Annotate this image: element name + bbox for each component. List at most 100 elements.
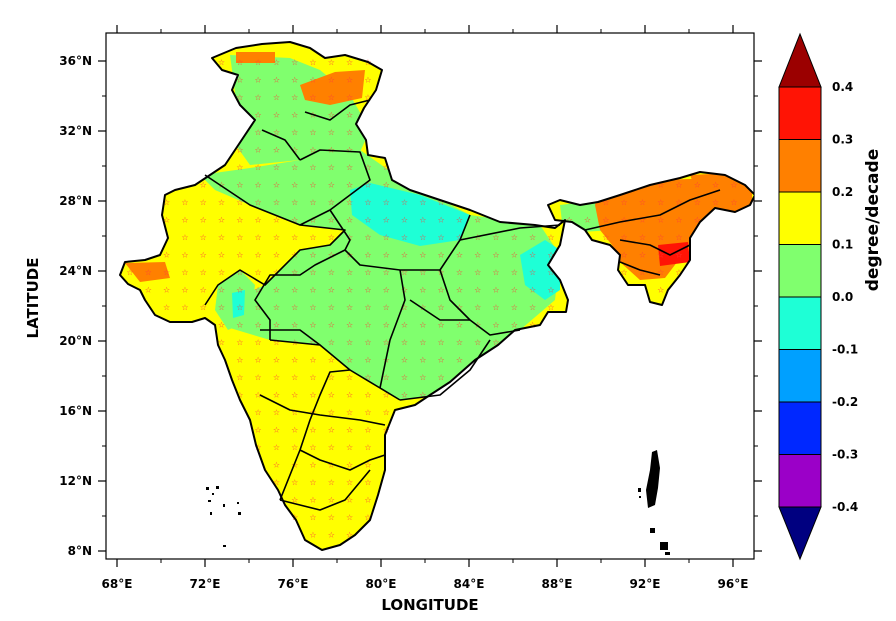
significance-star: ☆ [401, 391, 408, 400]
significance-star: ☆ [383, 198, 390, 207]
significance-star: ☆ [218, 303, 225, 312]
significance-star: ☆ [255, 58, 262, 67]
significance-star: ☆ [346, 111, 353, 120]
significance-star: ☆ [364, 496, 371, 505]
significance-star: ☆ [346, 513, 353, 522]
significance-star: ☆ [236, 76, 243, 85]
significance-star: ☆ [181, 268, 188, 277]
significance-star: ☆ [273, 391, 280, 400]
significance-star: ☆ [328, 443, 335, 452]
significance-star: ☆ [309, 461, 316, 470]
significance-star: ☆ [163, 216, 170, 225]
colorbar-swatch [778, 296, 822, 350]
significance-star: ☆ [236, 338, 243, 347]
significance-star: ☆ [346, 286, 353, 295]
significance-star: ☆ [694, 216, 701, 225]
significance-star: ☆ [383, 321, 390, 330]
significance-star: ☆ [291, 163, 298, 172]
significance-star: ☆ [328, 268, 335, 277]
significance-star: ☆ [218, 338, 225, 347]
significance-star: ☆ [401, 233, 408, 242]
significance-star: ☆ [492, 268, 499, 277]
significance-star: ☆ [309, 181, 316, 190]
significance-star: ☆ [401, 373, 408, 382]
significance-star: ☆ [309, 373, 316, 382]
significance-star: ☆ [255, 251, 262, 260]
significance-star: ☆ [328, 128, 335, 137]
significance-star: ☆ [602, 198, 609, 207]
significance-star: ☆ [255, 146, 262, 155]
significance-star: ☆ [328, 461, 335, 470]
significance-star: ☆ [474, 268, 481, 277]
colorbar-tick-label: 0.1 [832, 238, 853, 252]
significance-star: ☆ [621, 216, 628, 225]
significance-star: ☆ [346, 146, 353, 155]
significance-star: ☆ [364, 338, 371, 347]
significance-star: ☆ [456, 251, 463, 260]
significance-star: ☆ [675, 268, 682, 277]
significance-star: ☆ [255, 233, 262, 242]
significance-star: ☆ [383, 286, 390, 295]
significance-star: ☆ [328, 286, 335, 295]
significance-star: ☆ [419, 391, 426, 400]
significance-star: ☆ [328, 251, 335, 260]
significance-star: ☆ [291, 443, 298, 452]
significance-star: ☆ [236, 268, 243, 277]
significance-star: ☆ [456, 268, 463, 277]
x-tick-label: 96°E [718, 577, 749, 591]
significance-star: ☆ [328, 321, 335, 330]
significance-star: ☆ [273, 478, 280, 487]
significance-star: ☆ [309, 128, 316, 137]
significance-star: ☆ [438, 233, 445, 242]
significance-star: ☆ [438, 356, 445, 365]
state-boundaries [204, 99, 721, 511]
colorbar: 0.4 0.3 0.2 0.1 0.0 -0.1 -0.2 -0.3 -0.4 [778, 32, 858, 561]
significance-star: ☆ [401, 286, 408, 295]
significance-star: ☆ [309, 478, 316, 487]
significance-star: ☆ [126, 268, 133, 277]
field-orange-ne [595, 178, 752, 280]
significance-star: ☆ [383, 408, 390, 417]
significance-star: ☆ [547, 303, 554, 312]
significance-star: ☆ [236, 321, 243, 330]
significance-star: ☆ [200, 198, 207, 207]
significance-star: ☆ [639, 198, 646, 207]
significance-star: ☆ [511, 233, 518, 242]
y-tick-label: 20°N [59, 334, 92, 348]
significance-star: ☆ [474, 303, 481, 312]
significance-star: ☆ [438, 321, 445, 330]
significance-star: ☆ [328, 216, 335, 225]
significance-star: ☆ [529, 286, 536, 295]
significance-star: ☆ [328, 513, 335, 522]
significance-star: ☆ [364, 443, 371, 452]
significance-star: ☆ [236, 93, 243, 102]
significance-star: ☆ [236, 163, 243, 172]
significance-star: ☆ [328, 496, 335, 505]
significance-star: ☆ [730, 198, 737, 207]
field-cyan-gujarat [232, 290, 245, 318]
y-tick-label: 24°N [59, 264, 92, 278]
significance-star: ☆ [328, 111, 335, 120]
significance-star: ☆ [566, 216, 573, 225]
significance-star: ☆ [145, 286, 152, 295]
significance-star: ☆ [492, 321, 499, 330]
significance-star: ☆ [675, 216, 682, 225]
significance-star: ☆ [364, 76, 371, 85]
significance-star: ☆ [346, 181, 353, 190]
significance-star: ☆ [419, 216, 426, 225]
significance-star: ☆ [364, 216, 371, 225]
significance-star: ☆ [255, 408, 262, 417]
significance-star: ☆ [291, 426, 298, 435]
significance-star: ☆ [181, 286, 188, 295]
significance-star: ☆ [547, 268, 554, 277]
significance-star: ☆ [346, 531, 353, 540]
significance-star: ☆ [309, 146, 316, 155]
significance-star: ☆ [218, 268, 225, 277]
significance-star: ☆ [200, 251, 207, 260]
significance-star: ☆ [291, 216, 298, 225]
significance-star: ☆ [291, 181, 298, 190]
significance-star: ☆ [346, 128, 353, 137]
significance-star: ☆ [291, 111, 298, 120]
significance-star: ☆ [273, 356, 280, 365]
significance-star: ☆ [547, 233, 554, 242]
